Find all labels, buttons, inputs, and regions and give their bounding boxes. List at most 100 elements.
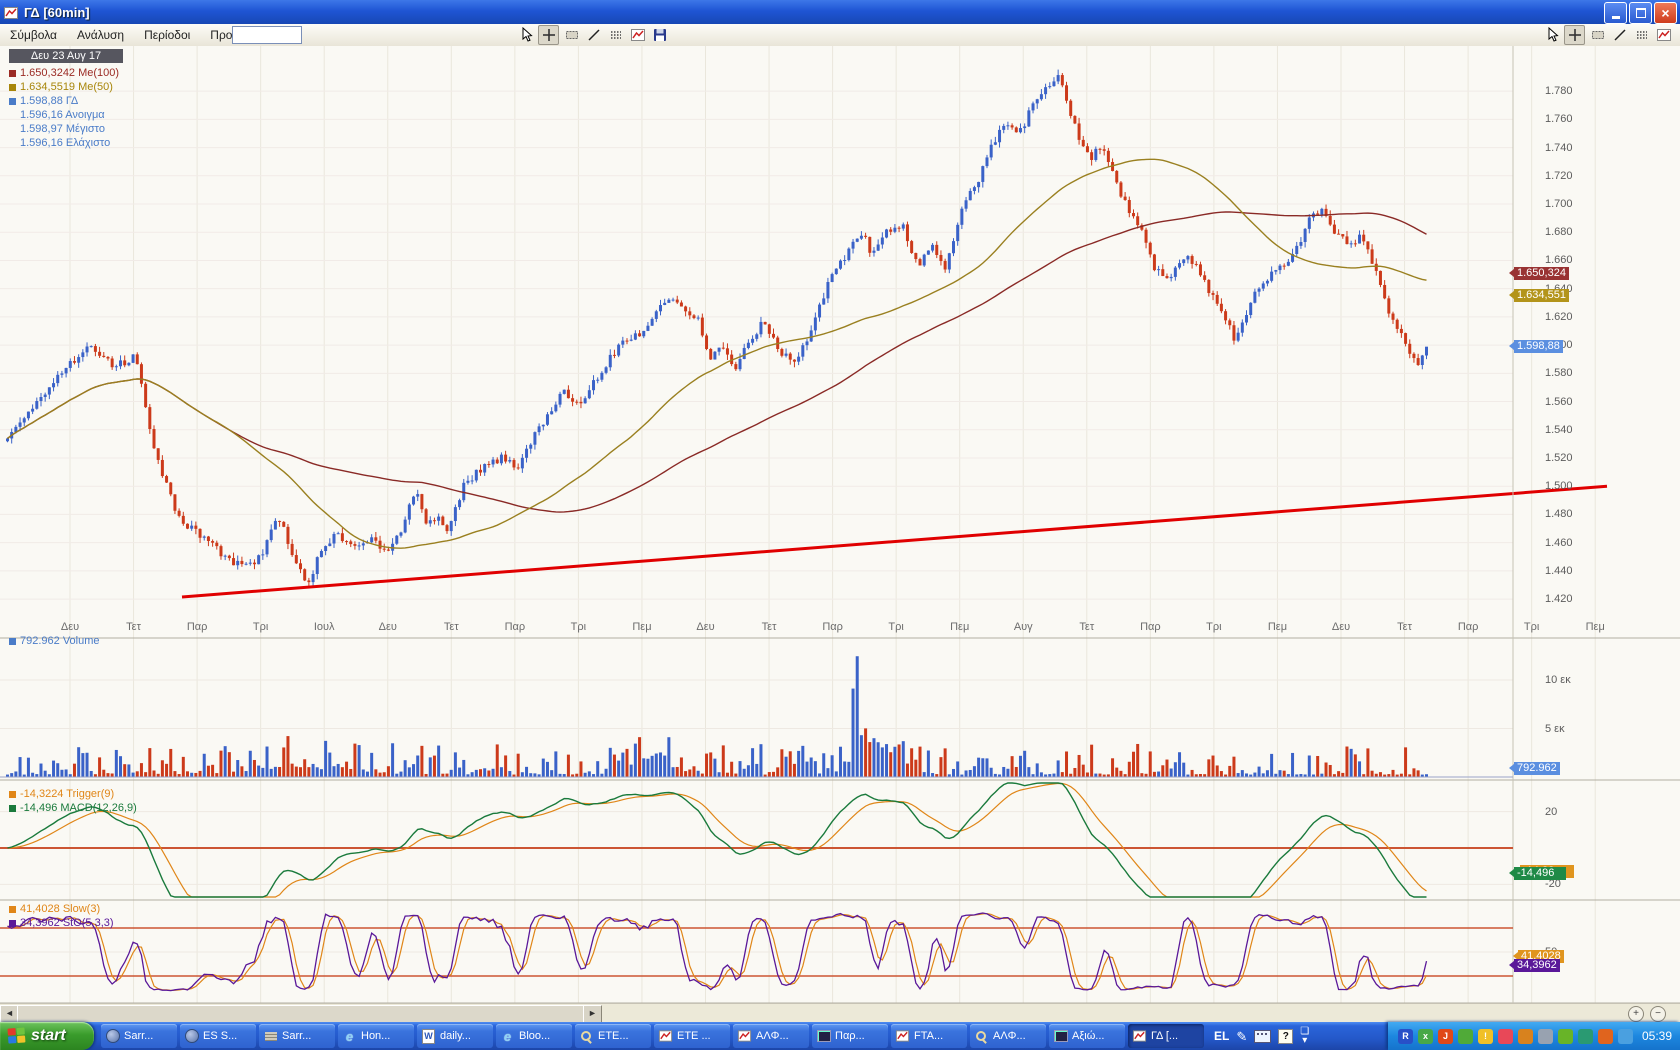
restore-button[interactable] bbox=[1629, 2, 1652, 24]
menu-periods[interactable]: Περίοδοι bbox=[144, 28, 191, 42]
task-label: Sarr... bbox=[124, 1030, 154, 1042]
remote-access-icon[interactable]: R bbox=[1397, 1028, 1413, 1044]
help-icon[interactable]: ? bbox=[1278, 1028, 1294, 1044]
java-icon[interactable]: J bbox=[1437, 1028, 1453, 1044]
messenger-icon[interactable] bbox=[1557, 1028, 1573, 1044]
scrollbar-thumb[interactable] bbox=[17, 1005, 585, 1023]
language-indicator[interactable]: EL bbox=[1214, 1029, 1230, 1043]
crosshair-tool-button[interactable] bbox=[538, 25, 559, 45]
taskbar-task-2[interactable]: ES S... bbox=[180, 1024, 256, 1048]
task-label: ΑΛΦ... bbox=[756, 1030, 789, 1042]
start-button-label: start bbox=[31, 1027, 66, 1044]
security-shield-icon[interactable]: ! bbox=[1477, 1028, 1493, 1044]
taskbar-task-10[interactable]: Παρ... bbox=[812, 1024, 888, 1048]
alert-icon[interactable] bbox=[1517, 1028, 1533, 1044]
taskbar-task-8[interactable]: ETE ... bbox=[654, 1024, 730, 1048]
taskbar-task-3[interactable]: Sarr... bbox=[259, 1024, 335, 1048]
title-bar[interactable]: ΓΔ [60min] × bbox=[0, 0, 1680, 24]
updater-icon[interactable] bbox=[1457, 1028, 1473, 1044]
globe-icon bbox=[105, 1029, 120, 1043]
comb-tool-button[interactable] bbox=[606, 26, 625, 44]
antivirus-icon[interactable]: x bbox=[1417, 1028, 1433, 1044]
taskbar-task-11[interactable]: FTA... bbox=[891, 1024, 967, 1048]
menu-bar: Σύμβολα Ανάλυση Περίοδοι Προβολή bbox=[0, 24, 1680, 47]
office-tool-icon[interactable] bbox=[1597, 1028, 1613, 1044]
chart-app-icon bbox=[3, 5, 20, 20]
pen-icon[interactable]: ✎ bbox=[1236, 1028, 1248, 1044]
taskbar-task-6[interactable]: e Bloo... bbox=[496, 1024, 572, 1048]
minimize-button[interactable] bbox=[1604, 2, 1627, 24]
quick-launch-zone: EL ✎ ? ❏ ▾ bbox=[1214, 1026, 1310, 1046]
taskbar-task-13[interactable]: Αξιώ... bbox=[1049, 1024, 1125, 1048]
taskbar-task-14[interactable]: ΓΔ [... bbox=[1128, 1024, 1204, 1048]
windows-flag-icon bbox=[7, 1027, 26, 1044]
sync-icon[interactable] bbox=[1617, 1028, 1633, 1044]
mail-notifier-icon[interactable] bbox=[1497, 1028, 1513, 1044]
magnifier-icon bbox=[974, 1029, 989, 1044]
task-label: ETE ... bbox=[677, 1030, 711, 1042]
close-button[interactable]: × bbox=[1654, 2, 1677, 24]
audio-icon[interactable] bbox=[1537, 1028, 1553, 1044]
chart-icon bbox=[895, 1029, 910, 1043]
trendline-tool-button[interactable] bbox=[1610, 26, 1629, 44]
chart-region[interactable]: Δευ 23 Αυγ 17 1.650,3242 Me(100) 1.634,5… bbox=[0, 46, 1680, 1022]
bars-icon bbox=[263, 1029, 278, 1043]
taskbar-task-9[interactable]: ΑΛΦ... bbox=[733, 1024, 809, 1048]
monitor-icon bbox=[1053, 1029, 1068, 1043]
region-select-tool-button[interactable] bbox=[562, 26, 581, 44]
taskbar-task-12[interactable]: ΑΛΦ... bbox=[970, 1024, 1046, 1048]
crosshair-tool-button[interactable] bbox=[1564, 25, 1585, 45]
pointer-tool-button[interactable] bbox=[1542, 26, 1561, 44]
monitor-icon bbox=[816, 1029, 831, 1043]
task-label: Sarr... bbox=[282, 1030, 312, 1042]
zoom-in-button[interactable]: + bbox=[1628, 1006, 1644, 1022]
window-title: ΓΔ [60min] bbox=[24, 4, 90, 20]
task-label: Bloo... bbox=[519, 1030, 551, 1042]
trendline-tool-button[interactable] bbox=[584, 26, 603, 44]
monitor-agent-icon[interactable] bbox=[1577, 1028, 1593, 1044]
start-button[interactable]: start bbox=[0, 1022, 94, 1050]
toolbar-group-right bbox=[1542, 25, 1680, 45]
chart-icon bbox=[1132, 1029, 1147, 1043]
menu-analysis[interactable]: Ανάλυση bbox=[77, 28, 125, 42]
chart-canvas[interactable] bbox=[0, 46, 1680, 1022]
taskbar-task-1[interactable]: Sarr... bbox=[101, 1024, 177, 1048]
taskbar-clock: 05:39 bbox=[1641, 1029, 1672, 1043]
symbol-input[interactable] bbox=[232, 26, 302, 44]
task-label: ΓΔ [... bbox=[1151, 1030, 1179, 1042]
chart-icon bbox=[737, 1029, 752, 1043]
magnifier-icon bbox=[579, 1029, 594, 1044]
globe-icon bbox=[184, 1029, 199, 1043]
pointer-tool-button[interactable] bbox=[516, 26, 535, 44]
chart-style-tool-button[interactable] bbox=[628, 26, 647, 44]
task-label: Παρ... bbox=[835, 1030, 865, 1042]
menu-symbols[interactable]: Σύμβολα bbox=[10, 28, 57, 42]
taskbar-task-7[interactable]: ETE... bbox=[575, 1024, 651, 1048]
keyboard-icon[interactable] bbox=[1254, 1029, 1272, 1043]
save-tool-button[interactable] bbox=[650, 26, 669, 44]
ie-icon: e bbox=[503, 1028, 512, 1044]
scroll-right-button[interactable]: ► bbox=[583, 1005, 602, 1023]
zoom-out-button[interactable]: − bbox=[1650, 1006, 1666, 1022]
task-label: ΑΛΦ... bbox=[993, 1030, 1026, 1042]
task-label: Αξιώ... bbox=[1072, 1030, 1105, 1042]
region-select-tool-button[interactable] bbox=[1588, 26, 1607, 44]
toolbar-group-main bbox=[516, 25, 669, 45]
save-tool-button[interactable] bbox=[1676, 26, 1680, 44]
chart-icon bbox=[658, 1029, 673, 1043]
taskbar-task-4[interactable]: e Hon... bbox=[338, 1024, 414, 1048]
restore-windows-icon[interactable]: ❏ ▾ bbox=[1300, 1026, 1310, 1046]
task-label: ES S... bbox=[203, 1030, 238, 1042]
task-label: Hon... bbox=[361, 1030, 391, 1042]
comb-tool-button[interactable] bbox=[1632, 26, 1651, 44]
word-icon: W bbox=[421, 1028, 436, 1044]
chart-style-tool-button[interactable] bbox=[1654, 26, 1673, 44]
task-label: FTA... bbox=[914, 1030, 944, 1042]
task-label: ETE... bbox=[598, 1030, 629, 1042]
ie-icon: e bbox=[345, 1028, 354, 1044]
